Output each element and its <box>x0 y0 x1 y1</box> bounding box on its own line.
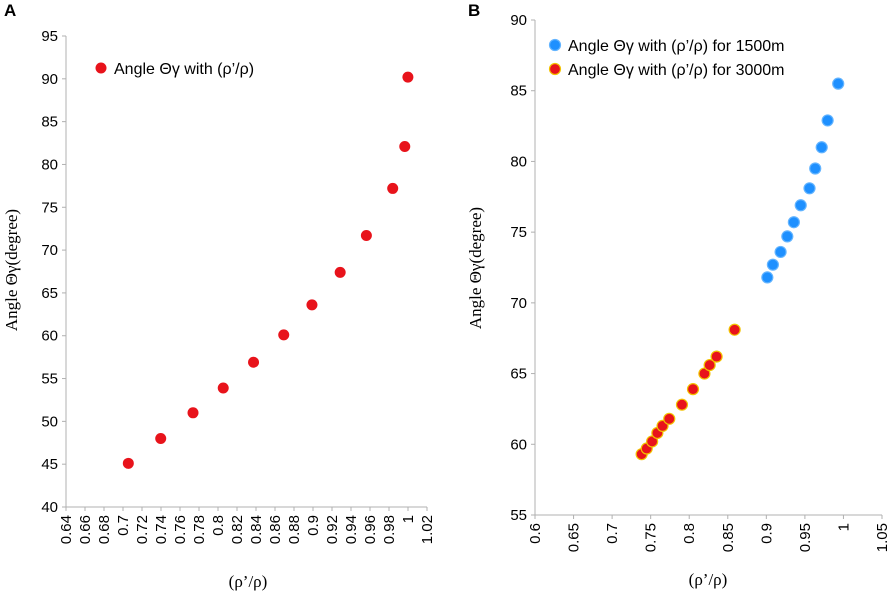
x-axis-title: (ρ’/ρ) <box>229 572 268 591</box>
legend-label: Angle Θγ with (ρ’/ρ) <box>114 61 254 78</box>
y-tick-label: 60 <box>41 328 58 345</box>
y-tick-label: 60 <box>510 436 527 453</box>
y-tick-label: 65 <box>510 366 527 383</box>
y-tick-label: 55 <box>41 371 58 388</box>
y-tick-label: 70 <box>41 242 58 259</box>
x-tick-label: 0.8 <box>681 523 698 544</box>
x-tick-label: 0.92 <box>324 515 341 544</box>
data-point <box>217 382 229 394</box>
x-tick-label: 1 <box>400 515 417 523</box>
data-point <box>399 140 411 152</box>
data-point <box>402 71 414 83</box>
x-tick-label: 0.82 <box>229 515 246 544</box>
x-tick-label: 0.84 <box>248 515 265 544</box>
legend-marker <box>548 38 562 52</box>
x-tick-label: 1.02 <box>419 515 436 544</box>
data-point <box>781 230 794 243</box>
y-tick-label: 55 <box>510 507 527 524</box>
data-point <box>703 358 716 372</box>
data-point <box>387 182 399 194</box>
y-tick-label: 85 <box>510 83 527 100</box>
panel-label-a: A <box>4 1 16 20</box>
x-tick-label: 0.8 <box>210 515 227 536</box>
x-tick-label: 0.68 <box>96 515 113 544</box>
data-point <box>809 162 822 175</box>
series-2 <box>635 323 741 461</box>
data-point <box>821 114 834 127</box>
y-tick-label: 95 <box>41 28 58 45</box>
y-tick-label: 50 <box>41 413 58 430</box>
data-point <box>187 407 199 419</box>
y-tick-label: 90 <box>41 71 58 88</box>
data-point <box>766 258 779 271</box>
data-point <box>774 245 787 259</box>
x-tick-label: 0.6 <box>527 523 544 544</box>
panel-label-b: B <box>468 1 480 20</box>
y-tick-label: 70 <box>510 295 527 312</box>
x-tick-label: 0.76 <box>172 515 189 544</box>
x-tick-label: 0.88 <box>286 515 303 544</box>
legend-label: Angle Θγ with (ρ’/ρ) for 3000m <box>568 62 785 79</box>
data-point <box>710 350 723 363</box>
y-tick-label: 40 <box>41 499 58 516</box>
x-axis-title: (ρ’/ρ) <box>689 570 728 589</box>
data-point <box>794 199 807 212</box>
x-tick-label: 0.7 <box>604 523 621 544</box>
legend-marker <box>548 62 562 76</box>
data-point <box>832 77 845 90</box>
x-tick-label: 0.9 <box>758 523 775 544</box>
x-tick-label: 1 <box>835 523 852 531</box>
y-axis-title: Angle Θγ(degree) <box>2 209 21 331</box>
data-point <box>761 271 774 284</box>
legend-label: Angle Θγ with (ρ’/ρ) for 1500m <box>568 38 785 55</box>
data-point <box>122 457 134 469</box>
x-tick-label: 0.74 <box>153 515 170 544</box>
x-tick-label: 0.96 <box>362 515 379 544</box>
data-point <box>334 266 346 278</box>
y-tick-label: 75 <box>510 224 527 241</box>
data-point <box>155 432 167 444</box>
y-tick-label: 45 <box>41 456 58 473</box>
x-tick-label: 0.65 <box>566 523 583 552</box>
x-tick-label: 0.7 <box>115 515 132 536</box>
x-tick-label: 0.85 <box>720 523 737 552</box>
data-point <box>803 182 816 195</box>
data-point <box>686 383 700 396</box>
y-tick-label: 65 <box>41 285 58 302</box>
x-tick-label: 0.98 <box>381 515 398 544</box>
x-tick-label: 0.66 <box>77 515 94 544</box>
data-point <box>815 141 828 154</box>
y-axis-title: Angle Θγ(degree) <box>466 207 485 329</box>
y-tick-label: 75 <box>41 199 58 216</box>
x-tick-label: 0.95 <box>797 523 814 552</box>
x-tick-label: 0.86 <box>267 515 284 544</box>
x-tick-label: 0.72 <box>134 515 151 544</box>
data-point <box>728 323 741 336</box>
y-tick-label: 85 <box>41 114 58 131</box>
x-tick-label: 0.94 <box>343 515 360 544</box>
x-tick-label: 1.05 <box>874 523 891 552</box>
x-tick-label: 0.75 <box>643 523 660 552</box>
y-tick-label: 80 <box>510 153 527 170</box>
y-tick-label: 80 <box>41 156 58 173</box>
y-tick-label: 90 <box>510 12 527 29</box>
data-point <box>278 329 290 341</box>
x-tick-label: 0.64 <box>58 515 75 544</box>
data-point <box>663 412 676 425</box>
data-point <box>787 216 800 229</box>
x-tick-label: 0.78 <box>191 515 208 544</box>
series-1 <box>761 77 845 284</box>
data-point <box>306 299 318 311</box>
chart-panel-b: 55 60 65 70 75 80 85 90 0.6 0.65 0.7 0.75 0.8 0.85 0.9… <box>466 12 891 589</box>
data-point <box>360 230 372 242</box>
data-point <box>248 356 260 368</box>
series-1 <box>122 71 414 469</box>
x-tick-label: 0.9 <box>305 515 322 536</box>
legend-marker <box>95 62 107 74</box>
data-point <box>675 398 689 411</box>
